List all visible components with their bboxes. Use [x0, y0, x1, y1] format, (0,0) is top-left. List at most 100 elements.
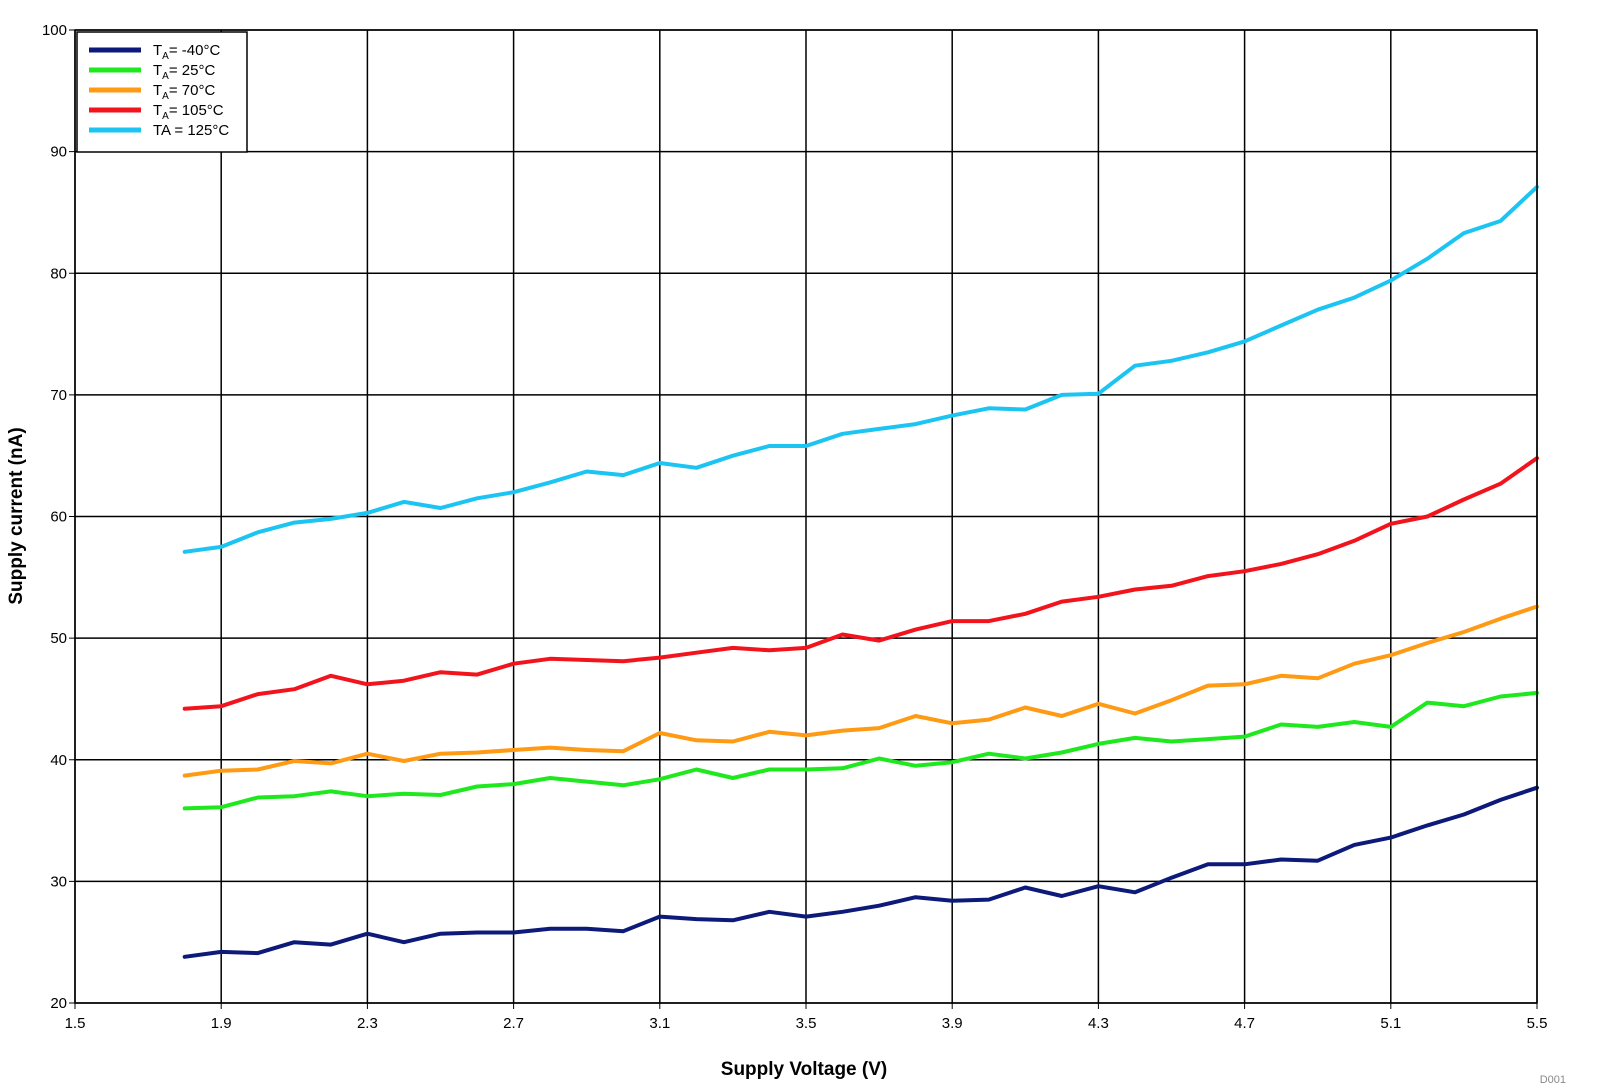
data-point — [1425, 823, 1429, 828]
data-point — [1389, 835, 1393, 840]
data-point — [365, 682, 369, 686]
legend-label: TA= -40°C — [153, 42, 220, 62]
data-point — [585, 780, 589, 784]
data-point — [1206, 862, 1210, 866]
data-point — [585, 658, 589, 662]
data-point — [1243, 682, 1247, 686]
data-point — [1060, 894, 1064, 898]
data-point — [475, 750, 479, 755]
series-line — [182, 184, 1539, 554]
x-tick-label: 1.9 — [211, 1015, 232, 1032]
data-point — [1498, 694, 1503, 699]
data-point — [1462, 812, 1466, 817]
data-point — [1462, 497, 1466, 502]
x-tick-label: 4.7 — [1234, 1015, 1255, 1032]
legend-label-subscript: A — [162, 71, 169, 82]
data-point — [219, 950, 223, 954]
data-point — [1060, 750, 1064, 755]
x-tick-label: 5.5 — [1527, 1015, 1548, 1032]
x-tick-label: 2.3 — [357, 1015, 378, 1032]
data-point — [438, 752, 443, 756]
data-point — [621, 473, 625, 477]
data-point — [1206, 574, 1210, 578]
legend-label: TA= 25°C — [153, 62, 215, 82]
data-point — [292, 687, 296, 691]
data-point — [1169, 739, 1174, 744]
legend-item: TA= 25°C — [89, 62, 215, 82]
x-tick-label: 3.9 — [942, 1015, 963, 1032]
data-point — [292, 794, 296, 798]
data-point — [840, 432, 845, 436]
data-point — [767, 444, 772, 448]
data-point — [804, 733, 808, 738]
data-point — [1133, 890, 1137, 894]
data-point — [804, 646, 808, 650]
data-point — [621, 783, 625, 787]
y-tick-label: 40 — [50, 752, 67, 769]
data-point — [840, 910, 845, 914]
legend-label: TA= 105°C — [153, 102, 224, 122]
legend-label-rest: = 105°C — [169, 102, 224, 119]
data-point — [621, 659, 625, 663]
data-point — [804, 767, 808, 772]
data-point — [1279, 674, 1283, 678]
data-point — [1023, 612, 1027, 616]
data-point — [731, 918, 735, 922]
data-point — [658, 461, 662, 465]
data-point — [548, 480, 552, 485]
data-point — [840, 766, 845, 770]
legend-label-main: T — [153, 62, 162, 79]
data-point — [1425, 514, 1429, 519]
y-tick-label: 50 — [50, 630, 67, 647]
data-point — [694, 651, 698, 655]
data-point — [877, 427, 881, 431]
data-point — [1206, 350, 1210, 354]
data-point — [585, 748, 589, 752]
data-point — [1243, 862, 1247, 866]
data-point — [1425, 700, 1429, 705]
data-point — [219, 805, 223, 809]
legend-label-main: TA = 125°C — [153, 122, 229, 139]
data-point — [1133, 736, 1137, 740]
legend-item: TA= 70°C — [89, 82, 215, 102]
legend-label-rest: = 70°C — [169, 82, 216, 99]
data-point — [1023, 756, 1027, 761]
data-point — [914, 895, 918, 899]
data-point — [329, 943, 333, 947]
data-point — [1352, 720, 1356, 724]
y-tick-label: 80 — [50, 265, 67, 282]
data-point — [804, 444, 808, 448]
data-point — [987, 406, 991, 410]
x-tick-label: 4.3 — [1088, 1015, 1109, 1032]
data-point — [402, 940, 406, 944]
data-point — [402, 792, 406, 796]
data-point — [694, 917, 698, 921]
data-point — [1425, 257, 1429, 261]
data-point — [1096, 884, 1100, 888]
x-axis-title: Supply Voltage (V) — [721, 1059, 887, 1080]
data-point — [365, 932, 369, 936]
legend-label-subscript: A — [162, 91, 169, 102]
y-tick-label: 90 — [50, 144, 67, 161]
data-point — [877, 904, 881, 908]
legend-label-main: T — [153, 102, 162, 119]
data-point — [475, 673, 479, 677]
legend-label: TA= 70°C — [153, 82, 215, 102]
data-point — [438, 670, 443, 674]
data-point — [1389, 278, 1393, 283]
data-point — [1206, 737, 1210, 741]
data-point — [1352, 295, 1356, 300]
data-point — [1425, 641, 1429, 645]
data-point — [183, 955, 187, 959]
data-point — [1060, 714, 1064, 718]
data-point — [1316, 725, 1320, 729]
data-point — [1133, 711, 1137, 716]
data-point — [256, 951, 260, 955]
x-tick-label: 5.1 — [1380, 1015, 1401, 1032]
data-point — [548, 927, 552, 931]
tick-labels: 1.5 1.9 2.3 2.7 3.1 3.5 3.9 4.3 4.7 5.1 5.5 20 30 40 5… — [42, 22, 1547, 1032]
data-point — [767, 730, 772, 734]
grid — [74, 29, 1538, 1004]
